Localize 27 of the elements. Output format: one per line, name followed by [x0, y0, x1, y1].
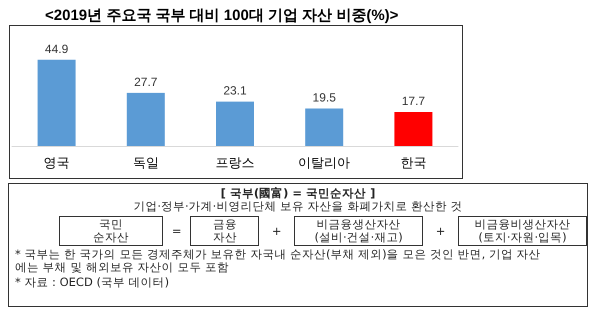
data-label: 17.7 [402, 94, 426, 108]
bar [38, 60, 76, 146]
text: + [434, 224, 446, 238]
x-tick-label: 프랑스 [216, 155, 254, 170]
x-tick-label: 한국 [400, 155, 426, 170]
bar [305, 108, 344, 146]
data-label: 27.7 [134, 74, 158, 89]
text: = [170, 224, 182, 238]
text: * 국부는 한 국가의 모든 경제주체가 보유한 자국내 순자산(부채 제외)을 모은 것인 반면, 기업 자산 에는 부채 및 해외보유 자산이 모두 포함 [14, 247, 542, 274]
text: 비금융비생산자산 (토지·자원·입목) [458, 216, 587, 246]
bar [216, 102, 254, 146]
data-label: 44.9 [44, 42, 69, 56]
text: 기업·정부·가계·비영리단체 보유 자산을 화폐가치로 환산한 것 [132, 199, 464, 213]
text: 국민 순자산 [59, 216, 163, 246]
bar [394, 112, 432, 146]
text: 비금융생산자산 (설비·건설·재고) [294, 216, 424, 246]
text: * 자료 : OECD (국부 데이터) [14, 275, 170, 289]
data-label: 19.5 [312, 90, 336, 105]
data-label: 23.1 [223, 84, 247, 98]
text: [ 국부(國富) = 국민순자산 ] [220, 186, 376, 200]
chart-title: <2019년 주요국 국부 대비 100대 기업 자산 비중(%)> [45, 7, 399, 24]
x-tick-label: 영국 [44, 155, 70, 170]
bar [126, 92, 165, 146]
x-tick-label: 이탈리아 [298, 155, 350, 170]
x-tick-label: 독일 [132, 155, 159, 170]
text: + [270, 224, 283, 238]
text: 금융 자산 [190, 216, 260, 246]
